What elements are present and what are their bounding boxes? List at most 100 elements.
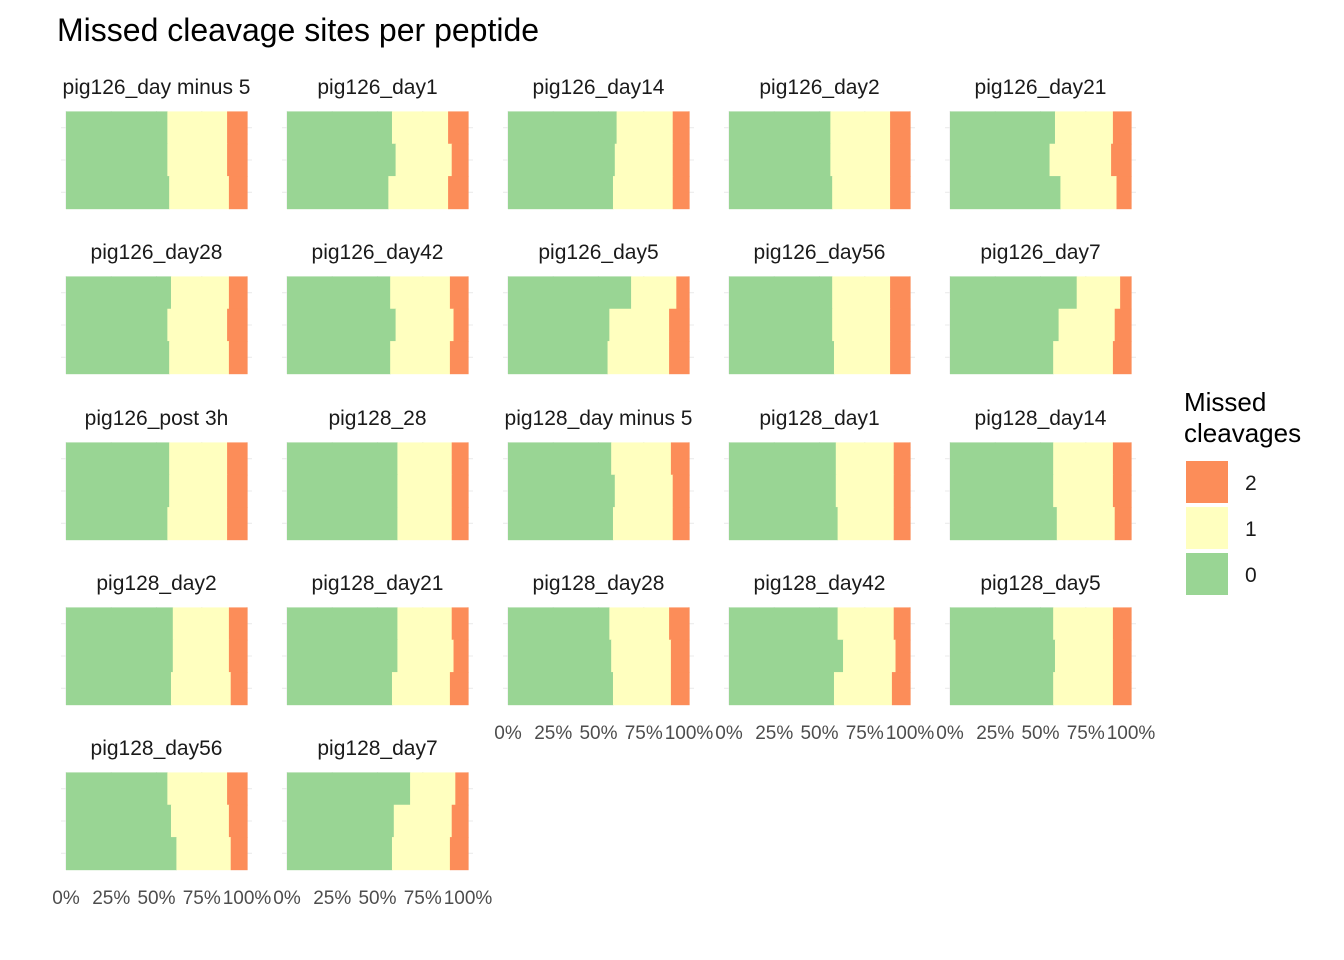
bar-segment-missed-2 bbox=[1112, 111, 1132, 145]
bar-segment-missed-2 bbox=[227, 772, 248, 806]
x-tick-label: 0% bbox=[715, 723, 743, 744]
x-tick-label: 100% bbox=[444, 888, 493, 909]
bar-segment-missed-2 bbox=[449, 276, 469, 310]
bar-segment-missed-2 bbox=[890, 176, 911, 210]
panel-title: pig126_day2 bbox=[759, 76, 879, 99]
bar-segment-missed-2 bbox=[672, 474, 690, 508]
facet-panel: pig126_day minus 5 bbox=[61, 76, 252, 210]
bar-segment-missed-1 bbox=[393, 804, 453, 838]
bar-segment-missed-1 bbox=[607, 341, 670, 375]
bar-segment-missed-0 bbox=[287, 442, 399, 476]
panel-title: pig128_day5 bbox=[980, 572, 1100, 595]
bar-segment-missed-1 bbox=[167, 308, 228, 342]
facet-panel: pig128_day28 0% 25% 50% 75% 100% bbox=[494, 572, 713, 744]
bar-segment-missed-0 bbox=[66, 111, 168, 145]
facet-panel: pig126_day5 bbox=[503, 241, 694, 375]
bar-segment-missed-0 bbox=[729, 341, 835, 375]
chart-title: Missed cleavage sites per peptide bbox=[57, 12, 539, 48]
facet-panel: pig128_day1 bbox=[724, 407, 915, 541]
bar-segment-missed-0 bbox=[287, 474, 399, 508]
bar-segment-missed-2 bbox=[453, 308, 469, 342]
bar-segment-missed-2 bbox=[672, 143, 690, 177]
legend-title-line-2: cleavages bbox=[1184, 418, 1301, 448]
bar-segment-missed-0 bbox=[729, 474, 837, 508]
x-tick-label: 75% bbox=[625, 723, 663, 744]
bar-segment-missed-2 bbox=[1112, 442, 1132, 476]
legend-label: 1 bbox=[1245, 518, 1257, 541]
bar-segment-missed-2 bbox=[227, 308, 248, 342]
bar-segment-missed-2 bbox=[672, 507, 690, 541]
panel-title: pig126_day56 bbox=[754, 241, 886, 264]
facet-panel: pig128_day minus 5 bbox=[503, 407, 694, 541]
bar-segment-missed-1 bbox=[1054, 639, 1114, 673]
bar-segment-missed-1 bbox=[830, 143, 891, 177]
bar-segment-missed-1 bbox=[395, 143, 453, 177]
bar-segment-missed-1 bbox=[391, 672, 451, 706]
bar-segment-missed-2 bbox=[1112, 607, 1132, 641]
bar-segment-missed-1 bbox=[832, 176, 891, 210]
bar-segment-missed-0 bbox=[287, 607, 399, 641]
legend-label: 2 bbox=[1245, 472, 1257, 495]
bar-segment-missed-1 bbox=[172, 607, 230, 641]
bar-segment-missed-2 bbox=[449, 837, 469, 871]
bar-segment-missed-2 bbox=[228, 341, 248, 375]
bar-segment-missed-0 bbox=[287, 143, 397, 177]
panel-title: pig126_day28 bbox=[91, 241, 223, 264]
bar-segment-missed-0 bbox=[729, 607, 839, 641]
bar-segment-missed-1 bbox=[612, 672, 672, 706]
panel-title: pig126_day5 bbox=[538, 241, 658, 264]
bar-segment-missed-0 bbox=[950, 176, 1062, 210]
bar-segment-missed-0 bbox=[729, 176, 833, 210]
bar-segment-missed-1 bbox=[1060, 176, 1118, 210]
bar-segment-missed-0 bbox=[950, 672, 1054, 706]
bar-segment-missed-2 bbox=[228, 276, 248, 310]
bar-segment-missed-2 bbox=[230, 672, 248, 706]
x-tick-label: 100% bbox=[223, 888, 272, 909]
bar-segment-missed-0 bbox=[287, 639, 399, 673]
bar-segment-missed-1 bbox=[391, 837, 451, 871]
bar-segment-missed-1 bbox=[611, 639, 672, 673]
bar-segment-missed-1 bbox=[169, 442, 228, 476]
bar-segment-missed-0 bbox=[66, 176, 170, 210]
x-tick-label: 50% bbox=[137, 888, 175, 909]
bar-segment-missed-1 bbox=[388, 176, 449, 210]
bar-segment-missed-0 bbox=[729, 143, 831, 177]
bar-segment-missed-1 bbox=[612, 507, 674, 541]
bar-segment-missed-1 bbox=[837, 607, 895, 641]
x-tick-label: 50% bbox=[358, 888, 396, 909]
bar-segment-missed-0 bbox=[729, 639, 844, 673]
bar-segment-missed-0 bbox=[287, 804, 395, 838]
panel-title: pig126_day minus 5 bbox=[63, 76, 251, 99]
bar-segment-missed-0 bbox=[66, 639, 174, 673]
x-tick-label: 0% bbox=[936, 723, 964, 744]
bar-segment-missed-1 bbox=[167, 507, 228, 541]
facet-panel: pig126_day21 bbox=[945, 76, 1136, 210]
bar-segment-missed-1 bbox=[631, 276, 677, 310]
x-tick-label: 0% bbox=[494, 723, 522, 744]
x-tick-label: 50% bbox=[1021, 723, 1059, 744]
bar-segment-missed-2 bbox=[451, 607, 469, 641]
panel-title: pig126_post 3h bbox=[85, 407, 229, 430]
bar-segment-missed-2 bbox=[895, 639, 911, 673]
facet-panel: pig128_day21 bbox=[282, 572, 473, 706]
bar-segment-missed-2 bbox=[228, 804, 248, 838]
x-tick-label: 100% bbox=[886, 723, 935, 744]
bar-segment-missed-2 bbox=[893, 607, 911, 641]
bar-segment-missed-1 bbox=[397, 607, 453, 641]
bar-segment-missed-1 bbox=[397, 442, 453, 476]
bar-segment-missed-0 bbox=[508, 607, 610, 641]
bar-segment-missed-0 bbox=[66, 837, 178, 871]
bar-segment-missed-0 bbox=[508, 442, 612, 476]
bar-segment-missed-0 bbox=[950, 639, 1056, 673]
bar-segment-missed-0 bbox=[950, 111, 1056, 145]
bar-segment-missed-2 bbox=[1120, 276, 1132, 310]
bar-segment-missed-0 bbox=[729, 276, 833, 310]
panel-title: pig128_day7 bbox=[317, 737, 437, 760]
bar-segment-missed-0 bbox=[66, 442, 170, 476]
bar-segment-missed-2 bbox=[670, 442, 690, 476]
bar-segment-missed-1 bbox=[170, 672, 232, 706]
bar-segment-missed-2 bbox=[669, 341, 690, 375]
panel-title: pig128_day1 bbox=[759, 407, 879, 430]
x-tick-label: 75% bbox=[1067, 723, 1105, 744]
